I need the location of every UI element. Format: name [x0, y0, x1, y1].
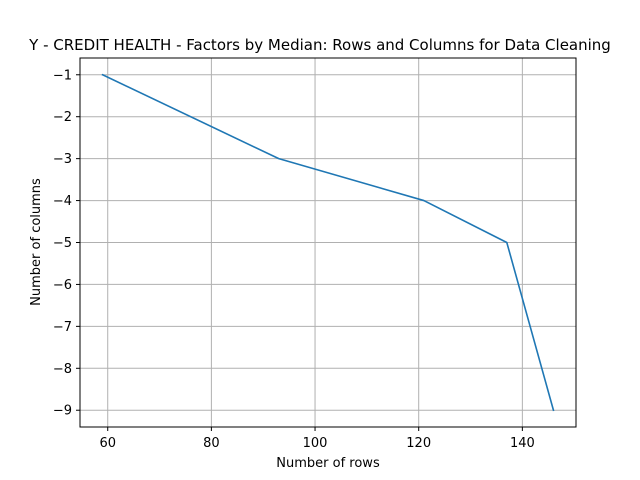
- grid-layer: [80, 58, 576, 427]
- y-tick-label: −3: [53, 152, 72, 167]
- x-tick-label: 140: [510, 436, 535, 451]
- y-tick-label: −9: [53, 404, 72, 419]
- x-tick-label: 60: [99, 436, 116, 451]
- y-tick-label: −6: [53, 278, 72, 293]
- tick-layer: 60 80 100 120 140 −1 −2 −3 −4 −5 −6 −7 −8 −9: [53, 68, 535, 451]
- x-tick-label: 80: [203, 436, 220, 451]
- x-tick-label: 100: [303, 436, 328, 451]
- series-line: [101, 73, 555, 412]
- series-layer: [101, 73, 555, 412]
- x-axis-label: Number of rows: [276, 456, 380, 471]
- y-tick-label: −4: [53, 194, 72, 209]
- y-axis-label: Number of columns: [29, 178, 44, 306]
- y-tick-label: −7: [53, 320, 72, 335]
- chart-title: Y - CREDIT HEALTH - Factors by Median: R…: [28, 36, 611, 54]
- x-tick-label: 120: [406, 436, 431, 451]
- y-tick-label: −8: [53, 362, 72, 377]
- y-tick-label: −1: [53, 68, 72, 83]
- y-tick-label: −2: [53, 110, 72, 125]
- y-tick-label: −5: [53, 236, 72, 251]
